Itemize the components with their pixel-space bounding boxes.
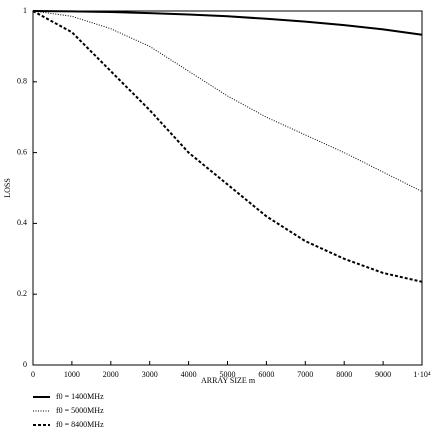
y-tick-label: 1 [23, 6, 27, 15]
y-tick-label: 0 [23, 360, 27, 369]
x-tick-label: 4000 [181, 370, 197, 379]
series-line [32, 10, 423, 36]
plot-frame [32, 10, 423, 366]
x-tick-label: 6000 [258, 370, 274, 379]
y-tick-label: 0.6 [17, 147, 27, 156]
legend-label: f0 = 8400MHz [56, 420, 104, 429]
x-tick-label: 1·10⁴ [413, 370, 431, 379]
x-tick-label: 1000 [64, 370, 80, 379]
series-line [32, 10, 423, 192]
legend-label: f0 = 1400MHz [56, 392, 104, 401]
x-tick-label: 5000 [220, 370, 236, 379]
x-tick-label: 7000 [297, 370, 313, 379]
y-tick-label: 0.2 [17, 289, 27, 298]
x-tick-label: 9000 [375, 370, 391, 379]
series-line [32, 10, 423, 283]
y-tick-label: 0.4 [17, 218, 27, 227]
x-tick-label: 3000 [142, 370, 158, 379]
legend-label: f0 = 5000MHz [56, 406, 104, 415]
y-tick-label: 0.8 [17, 77, 27, 86]
x-tick-label: 8000 [336, 370, 352, 379]
x-axis-label: ARRAY SIZE m [201, 376, 256, 385]
x-tick-label: 0 [31, 370, 35, 379]
x-tick-label: 2000 [103, 370, 119, 379]
y-axis-label: LOSS [3, 178, 12, 198]
